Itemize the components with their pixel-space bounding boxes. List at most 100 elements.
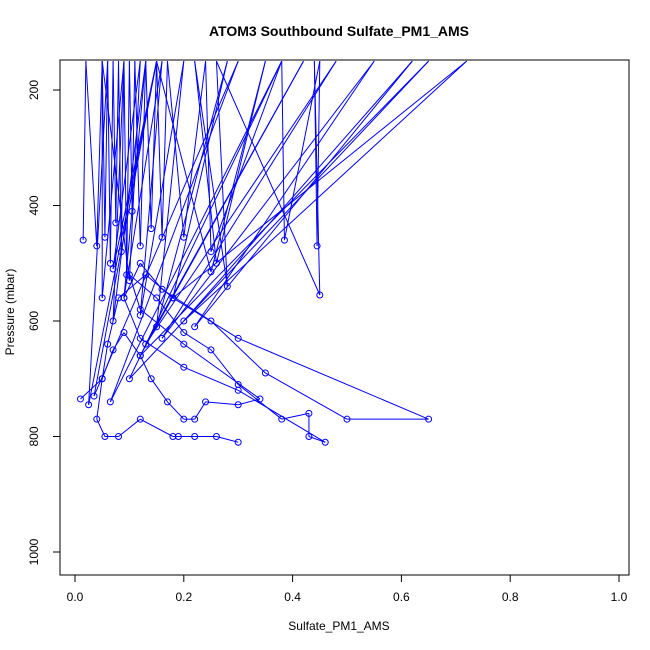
series-segment — [183, 60, 468, 322]
series-segment — [123, 332, 141, 356]
series-layer — [76, 60, 468, 446]
data-point — [169, 433, 177, 440]
y-tick-label: 800 — [27, 426, 41, 446]
data-point — [261, 369, 269, 377]
data-point — [98, 294, 106, 302]
data-point — [109, 317, 117, 325]
data-point — [142, 271, 150, 279]
data-point — [104, 340, 112, 348]
data-point — [169, 294, 177, 302]
data-point — [280, 236, 288, 244]
data-point — [120, 329, 128, 337]
series-segment — [139, 60, 304, 356]
series-segment — [109, 60, 283, 403]
series-segment — [104, 61, 109, 238]
series-segment — [183, 60, 413, 322]
series-segment — [238, 337, 429, 420]
data-point — [76, 395, 84, 403]
series-segment — [85, 61, 98, 246]
series-segment — [194, 61, 217, 264]
data-point — [191, 415, 199, 423]
data-point — [180, 329, 188, 337]
data-point — [316, 291, 324, 299]
x-tick-label: 1.0 — [611, 590, 628, 604]
data-point — [153, 294, 161, 302]
data-point — [163, 398, 171, 406]
y-axis-label: Pressure (mbar) — [3, 269, 17, 356]
data-point — [106, 259, 114, 267]
data-point — [174, 433, 182, 440]
data-point — [158, 334, 166, 342]
data-point — [136, 352, 144, 360]
series-segment — [145, 274, 174, 299]
series-segment — [183, 61, 207, 238]
plot-area-frame — [59, 59, 630, 576]
series-segment — [126, 61, 130, 275]
series-segment — [96, 61, 103, 246]
series-segment — [107, 297, 120, 345]
x-tick-label: 0.0 — [67, 590, 84, 604]
data-point — [191, 433, 199, 440]
series-segment — [93, 61, 158, 397]
y-tick-label: 1000 — [27, 538, 41, 565]
series-segment — [112, 61, 141, 270]
series-segment — [109, 60, 239, 403]
series-segment — [183, 366, 239, 391]
data-point — [180, 363, 188, 371]
series-segment — [112, 61, 147, 322]
series-segment — [210, 60, 283, 252]
data-point — [101, 233, 109, 241]
series-segment — [140, 418, 174, 437]
series-segment — [150, 378, 168, 403]
data-point — [278, 415, 286, 423]
series-segment — [139, 355, 152, 379]
series-segment — [139, 60, 429, 356]
series-segment — [145, 60, 337, 345]
series-segment — [156, 60, 228, 327]
data-point — [120, 294, 128, 302]
series-segment — [205, 401, 239, 406]
data-point — [136, 305, 144, 313]
data-point — [112, 219, 120, 227]
data-point — [90, 392, 98, 400]
data-point — [136, 242, 144, 250]
data-point — [93, 242, 101, 250]
data-point — [153, 323, 161, 331]
data-point — [207, 317, 215, 325]
x-tick-label: 0.4 — [284, 590, 301, 604]
data-point — [180, 317, 188, 325]
series-segment — [265, 372, 348, 420]
series-segment — [112, 61, 117, 223]
x-axis-label: Sulfate_PM1_AMS — [288, 619, 389, 633]
series-segment — [215, 61, 266, 264]
x-axis: 0.0 0.2 0.4 0.6 0.8 1.0 — [67, 574, 628, 604]
data-point — [136, 334, 144, 342]
data-point — [180, 233, 188, 241]
series-segment — [88, 61, 158, 405]
data-point — [136, 415, 144, 423]
series-segment — [140, 337, 185, 368]
data-point — [125, 375, 133, 383]
data-point — [158, 285, 166, 293]
data-point — [207, 248, 215, 256]
data-point — [85, 401, 93, 409]
x-tick-label: 0.6 — [393, 590, 410, 604]
data-point — [202, 398, 210, 406]
series-segment — [82, 61, 87, 241]
series-segment — [194, 61, 228, 287]
y-tick-label: 200 — [27, 80, 41, 100]
data-point — [256, 395, 264, 403]
series-segment — [161, 60, 337, 339]
data-point — [98, 375, 106, 383]
data-point — [234, 401, 242, 409]
data-point — [207, 268, 215, 276]
data-point — [305, 409, 313, 417]
data-point — [147, 375, 155, 383]
series-segment — [161, 60, 375, 339]
series-segment — [101, 344, 109, 379]
series-segment — [281, 61, 285, 241]
series-segment — [161, 288, 212, 322]
series-segment — [115, 61, 120, 223]
series-segment — [128, 60, 283, 379]
